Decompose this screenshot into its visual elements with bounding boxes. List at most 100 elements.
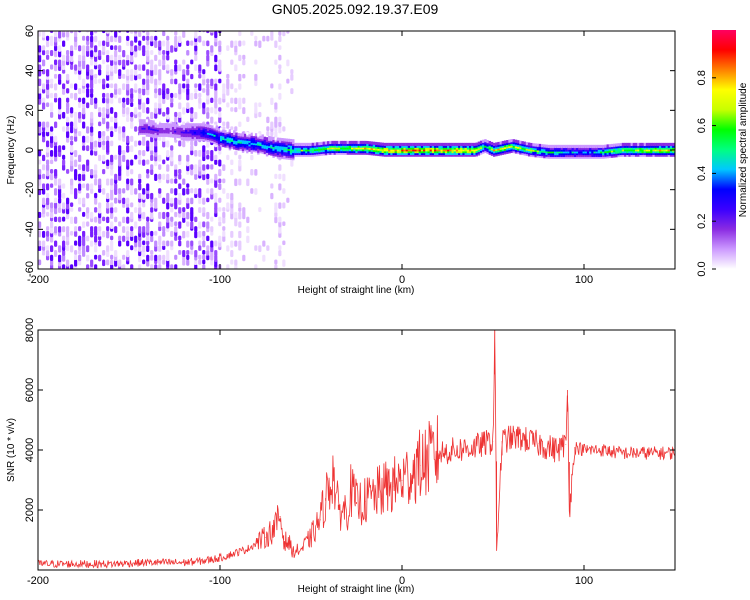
spectrogram-cell (162, 111, 166, 117)
spectrogram-ridge-cell (335, 146, 339, 150)
spectrogram-cell (210, 116, 214, 124)
spectrogram-ridge-cell (368, 151, 371, 156)
spectrogram-ridge-cell (250, 136, 253, 140)
spectrogram-cell (214, 83, 218, 91)
spectrogram-ridge-cell (512, 149, 516, 154)
spectrogram-cell (90, 50, 94, 58)
spectrogram-cell (214, 159, 218, 165)
spectrogram-cell (138, 31, 142, 37)
spectrogram-ridge-cell (287, 147, 291, 151)
spectrogram-ridge-cell (309, 150, 312, 154)
spectrogram-cell (82, 183, 86, 189)
spectrogram-cell (186, 230, 190, 238)
spectrogram-ridge-cell (211, 125, 214, 129)
colorbar-tick-label: 0.8 (696, 70, 708, 85)
spectrogram-ridge-cell (163, 128, 166, 132)
spectrogram-cell (126, 97, 130, 106)
spectrogram-ridge-cell (442, 142, 446, 147)
spectrogram-cell (82, 31, 85, 32)
spectrogram-cell (98, 140, 102, 148)
spectrogram-ridge-cell (508, 146, 511, 150)
spectrogram-ridge-cell (608, 149, 612, 153)
spectrogram-ridge-cell (486, 150, 489, 154)
spectrogram-cell (130, 226, 134, 232)
spectrogram-cell (118, 35, 122, 44)
spectrogram-cell (186, 40, 190, 46)
spectrogram-cell (150, 150, 154, 156)
spectrogram-ridge-cell (399, 148, 402, 152)
spectrogram-ridge-cell (272, 143, 275, 148)
spectrogram-cell (110, 64, 114, 72)
spectrogram-cell (198, 230, 202, 238)
spectrogram-ridge-cell (141, 122, 144, 127)
spectrogram-ridge-cell (608, 144, 612, 148)
spectrogram-ridge-cell (569, 155, 572, 159)
spectrogram-ridge-cell (209, 139, 212, 143)
spectrogram-cell (222, 164, 226, 172)
spectrogram-cell (162, 135, 166, 142)
spectrogram-ridge-cell (292, 151, 295, 155)
spectrogram-ridge-cell (268, 139, 271, 143)
spectrogram-ridge-cell (637, 151, 640, 155)
spectrogram-ridge-cell (283, 150, 286, 154)
spectrogram-cell (218, 150, 222, 155)
spectrogram-ridge-cell (575, 148, 579, 152)
spectrogram-cell (138, 111, 142, 118)
spectrogram-cell (122, 130, 126, 138)
spectrogram-cell (46, 121, 50, 128)
spectrogram-ridge-cell (178, 135, 181, 139)
spectrogram-ridge-cell (204, 134, 208, 138)
spectrogram-ridge-cell (239, 133, 243, 137)
spectrogram-cell (146, 169, 150, 174)
spectrogram-cell (126, 31, 130, 33)
spectrogram-cell (206, 59, 210, 67)
spectrogram-cell (198, 92, 202, 98)
spectrogram-ridge-cell (152, 120, 155, 124)
spectrogram-cell (70, 159, 74, 167)
spectrogram-cell (110, 164, 114, 170)
spectrogram-ridge-cell (414, 142, 417, 147)
spectrogram-cell (134, 188, 138, 195)
spectrogram-cell (206, 173, 210, 180)
spectrogram-ridge-cell (204, 125, 208, 129)
spectrogram-ridge-cell (490, 147, 494, 151)
spectrogram-ridge-cell (311, 148, 315, 152)
spectrogram-ridge-cell (270, 152, 273, 156)
spectrogram-ridge-cell (316, 144, 319, 148)
spectrogram-ridge-cell (667, 150, 671, 154)
spectrogram-ridge-cell (381, 151, 385, 155)
spectrogram-ridge-cell (517, 140, 520, 144)
spectrogram-ridge-cell (165, 133, 168, 137)
spectrogram-cell (82, 173, 86, 181)
spectrogram-cell (50, 50, 54, 57)
spectrogram-ridge-cell (606, 146, 609, 150)
spectrogram-ridge-cell (154, 129, 157, 133)
spectrogram-cell (166, 140, 170, 148)
spectrogram-ridge-cell (477, 150, 481, 154)
spectrogram-cell (210, 150, 214, 157)
spectrogram-cell (62, 254, 66, 262)
spectrogram-ridge-cell (562, 153, 566, 157)
spectrogram-cell (142, 259, 146, 265)
spectrogram-cell (78, 59, 82, 67)
spectrogram-cell (98, 64, 102, 70)
spectrogram-ridge-cell (462, 148, 465, 152)
spectrogram-cell (86, 64, 90, 72)
spectrogram-x-axis-label: Height of straight line (km) (298, 285, 415, 296)
spectrogram-ridge-cell (414, 146, 417, 150)
spectrogram-ridge-cell (501, 148, 505, 152)
spectrogram-ridge-cell (449, 148, 452, 152)
spectrogram-ridge-cell (281, 148, 284, 152)
spectrogram-cell (254, 73, 258, 81)
spectrogram-ridge-cell (484, 146, 487, 150)
spectrogram-cell (190, 164, 194, 170)
spectrogram-ridge-cell (665, 153, 668, 157)
spectrogram-cell (38, 78, 42, 87)
spectrogram-ridge-cell (182, 137, 186, 141)
spectrogram-ridge-cell (272, 140, 275, 144)
spectrogram-ridge-cell (150, 127, 153, 131)
spectrogram-ridge-cell (274, 144, 277, 148)
spectrogram-cell (250, 169, 254, 176)
spectrogram-ridge-cell (486, 143, 489, 147)
